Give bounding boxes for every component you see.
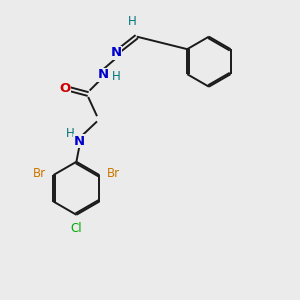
Text: H: H bbox=[128, 15, 137, 28]
Text: Cl: Cl bbox=[70, 222, 82, 235]
Text: Br: Br bbox=[33, 167, 46, 180]
Text: H: H bbox=[65, 127, 74, 140]
Text: N: N bbox=[111, 46, 122, 59]
Text: Br: Br bbox=[107, 167, 120, 180]
Text: H: H bbox=[112, 70, 121, 83]
Text: N: N bbox=[97, 68, 109, 81]
Text: N: N bbox=[74, 135, 85, 148]
Text: O: O bbox=[59, 82, 70, 95]
